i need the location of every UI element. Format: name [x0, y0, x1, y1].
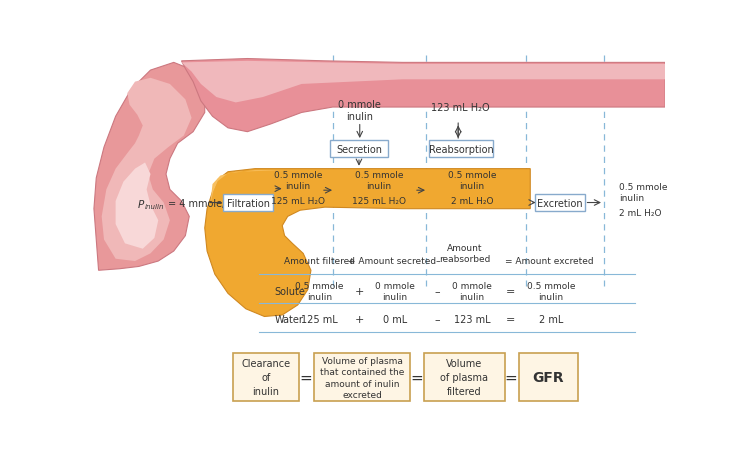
Text: GFR: GFR [532, 370, 564, 384]
Text: 2 mL H₂O: 2 mL H₂O [451, 197, 494, 206]
FancyBboxPatch shape [233, 354, 299, 401]
Text: 125 mL H₂O: 125 mL H₂O [352, 197, 406, 206]
Text: 125 mL: 125 mL [301, 314, 338, 324]
PathPatch shape [182, 59, 665, 132]
Text: 0 mmole
inulin: 0 mmole inulin [375, 282, 415, 301]
FancyBboxPatch shape [429, 140, 494, 158]
Text: =: = [505, 370, 517, 385]
Text: 0 mL: 0 mL [383, 314, 406, 324]
Text: 123 mL: 123 mL [454, 314, 491, 324]
Text: 2 mL H₂O: 2 mL H₂O [619, 208, 662, 218]
PathPatch shape [182, 62, 665, 103]
Text: Amount filtered: Amount filtered [284, 257, 355, 265]
Text: =: = [299, 370, 312, 385]
Text: =: = [506, 314, 516, 324]
Text: Amount
reabsorbed: Amount reabsorbed [439, 244, 490, 263]
Text: 0.5 mmole
inulin: 0.5 mmole inulin [295, 282, 344, 301]
Text: = 4 mmole/L: = 4 mmole/L [168, 198, 231, 208]
FancyBboxPatch shape [534, 194, 585, 212]
Text: Excretion: Excretion [537, 198, 582, 208]
Text: 123 mL H₂O: 123 mL H₂O [431, 103, 490, 113]
FancyBboxPatch shape [223, 194, 273, 212]
Text: Secretion: Secretion [336, 144, 382, 154]
Text: = Amount excreted: = Amount excreted [505, 257, 594, 265]
Text: 0.5 mmole
inulin: 0.5 mmole inulin [527, 282, 576, 301]
Text: 125 mL H₂O: 125 mL H₂O [270, 197, 324, 206]
Text: + Amount secreted–: + Amount secreted– [348, 257, 441, 265]
Text: =: = [506, 287, 516, 296]
Text: 0.5 mmole
inulin: 0.5 mmole inulin [448, 171, 497, 191]
Text: Solute: Solute [274, 287, 305, 296]
Text: 0 mmole
inulin: 0 mmole inulin [338, 100, 381, 122]
Text: 0.5 mmole
inulin: 0.5 mmole inulin [355, 171, 403, 191]
Text: –: – [435, 314, 440, 324]
Text: =: = [410, 370, 423, 385]
Text: –: – [435, 287, 440, 296]
Text: 2 mL: 2 mL [539, 314, 563, 324]
Text: Clearance
of
inulin: Clearance of inulin [242, 358, 290, 396]
Text: +: + [355, 287, 364, 296]
Text: Volume
of plasma
filtered: Volume of plasma filtered [440, 358, 488, 396]
Text: Filtration: Filtration [227, 198, 270, 208]
Text: 0.5 mmole
inulin: 0.5 mmole inulin [273, 171, 322, 191]
PathPatch shape [210, 171, 531, 206]
Text: 0 mmole
inulin: 0 mmole inulin [452, 282, 492, 301]
Text: inulin: inulin [145, 204, 165, 210]
PathPatch shape [205, 169, 531, 317]
Text: Reabsorption: Reabsorption [429, 144, 494, 154]
FancyBboxPatch shape [519, 354, 577, 401]
Text: 0.5 mmole
inulin: 0.5 mmole inulin [619, 182, 668, 202]
Text: Water: Water [274, 314, 304, 324]
PathPatch shape [94, 63, 205, 271]
PathPatch shape [102, 79, 191, 262]
Text: Volume of plasma
that contained the
amount of inulin
excreted: Volume of plasma that contained the amou… [320, 356, 404, 399]
FancyBboxPatch shape [330, 140, 388, 158]
Text: $P$: $P$ [137, 197, 145, 209]
FancyBboxPatch shape [424, 354, 505, 401]
PathPatch shape [115, 163, 158, 249]
FancyBboxPatch shape [314, 354, 410, 401]
Text: +: + [355, 314, 364, 324]
